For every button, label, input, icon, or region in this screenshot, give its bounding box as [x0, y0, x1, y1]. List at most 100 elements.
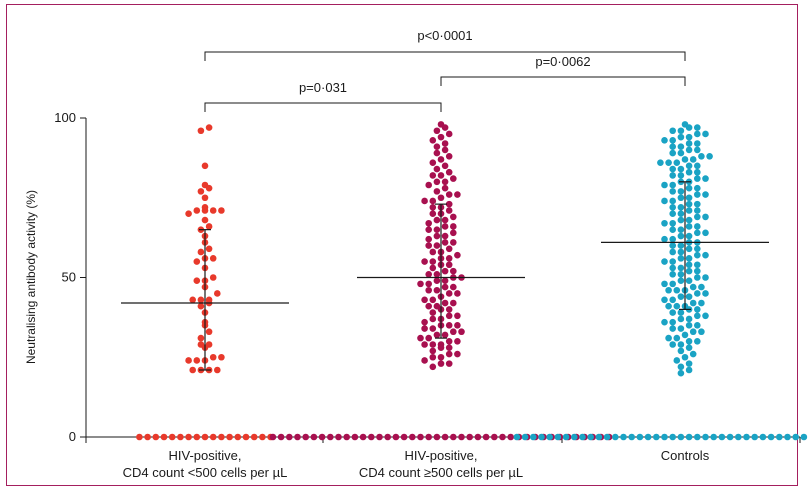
data-point [685, 360, 693, 367]
data-point [620, 433, 627, 441]
data-point [445, 255, 453, 262]
data-point [694, 130, 701, 138]
data-point [429, 137, 437, 144]
data-point [507, 433, 514, 441]
data-point [433, 242, 441, 249]
data-point [425, 280, 433, 288]
data-point [429, 248, 437, 256]
data-point [441, 124, 449, 131]
data-point [445, 261, 453, 269]
data-point [710, 433, 717, 441]
data-point [429, 296, 437, 304]
data-point [698, 152, 705, 160]
data-point [454, 312, 461, 320]
data-point [677, 188, 685, 195]
data-point [681, 156, 689, 163]
significance-bracket [204, 51, 686, 61]
category-labels: HIV-positive, CD4 count <500 cells per µL… [123, 448, 710, 480]
data-point [677, 232, 685, 240]
data-point [466, 433, 474, 441]
y-tick-label: 0 [69, 429, 76, 444]
data-point [421, 197, 428, 205]
data-point [205, 184, 213, 192]
data-point [685, 366, 693, 374]
data-point [454, 350, 461, 358]
data-point [445, 350, 453, 358]
data-point [209, 255, 217, 262]
data-point [677, 293, 685, 300]
data-point [677, 309, 685, 316]
data-point [433, 178, 441, 186]
data-point [441, 433, 449, 441]
data-point [562, 433, 570, 441]
data-point [437, 344, 445, 351]
data-point [685, 194, 693, 202]
data-point [677, 369, 685, 377]
data-point [669, 242, 676, 249]
data-point [603, 433, 611, 441]
data-point [445, 312, 453, 320]
data-point [694, 229, 701, 237]
data-point [681, 353, 689, 361]
data-point [218, 207, 225, 214]
data-point [269, 433, 277, 441]
data-point [669, 204, 676, 211]
data-point [677, 271, 685, 278]
data-point [685, 140, 693, 147]
data-point [661, 318, 668, 326]
data-point [458, 328, 465, 336]
data-point [454, 290, 461, 297]
data-point [665, 334, 672, 342]
data-point [433, 232, 441, 240]
data-point [318, 433, 326, 441]
data-point [685, 200, 693, 208]
data-point [685, 223, 693, 230]
data-point [694, 312, 701, 320]
data-point [425, 219, 433, 227]
data-point [677, 315, 685, 323]
data-point [441, 223, 449, 230]
data-point [669, 181, 676, 189]
data-point [669, 226, 676, 233]
data-point [702, 312, 709, 320]
data-point [521, 433, 529, 441]
data-point [669, 165, 676, 173]
data-point [429, 325, 437, 332]
data-point [445, 130, 453, 138]
figure-frame [6, 4, 798, 486]
data-point [661, 433, 668, 441]
data-point [445, 152, 453, 160]
significance-bracket [440, 76, 686, 86]
data-point [685, 168, 693, 176]
y-tick-label: 50 [62, 270, 76, 285]
data-point [450, 239, 457, 246]
data-point [669, 219, 676, 227]
data-point [433, 433, 441, 441]
data-point [669, 197, 676, 205]
data-point [226, 433, 233, 441]
data-point [669, 296, 676, 304]
data-point [185, 357, 192, 364]
data-point [677, 149, 685, 157]
data-point [454, 322, 461, 329]
data-point [685, 146, 693, 154]
significance-bracket [204, 102, 442, 112]
data-point [429, 172, 437, 179]
data-point [661, 181, 668, 189]
data-point [433, 286, 441, 294]
data-point [685, 338, 693, 345]
data-point [201, 433, 209, 441]
p-value-label: p=0·031 [299, 80, 347, 95]
data-point [677, 277, 685, 284]
data-point [441, 178, 449, 186]
p-value-label: p=0·0062 [535, 54, 590, 69]
data-point [661, 235, 668, 243]
data-point [677, 226, 685, 233]
data-point [665, 286, 672, 294]
data-point [197, 296, 205, 304]
data-point [694, 322, 701, 329]
data-point [694, 162, 701, 170]
data-point [694, 261, 701, 269]
y-ticks: 0 50 100 [54, 110, 86, 444]
